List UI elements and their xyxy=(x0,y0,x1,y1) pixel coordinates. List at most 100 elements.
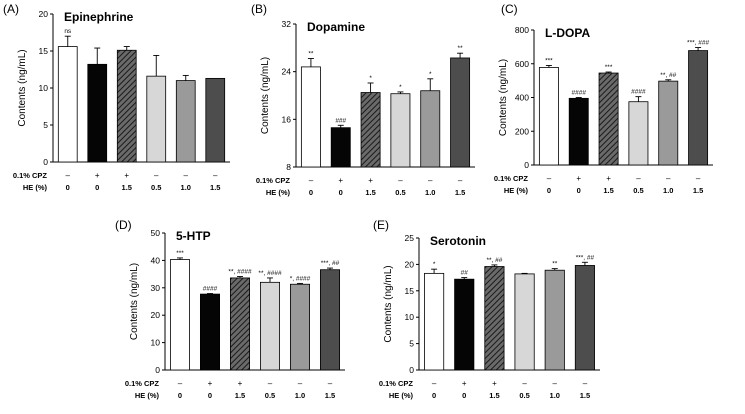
significance-label: ** xyxy=(308,51,314,58)
bar-6 xyxy=(319,269,340,371)
cpz-value: + xyxy=(606,174,611,183)
y-tick-label: 10 xyxy=(39,83,49,93)
bar-3 xyxy=(229,277,250,371)
significance-label: ***, ## xyxy=(576,254,595,261)
bar-2 xyxy=(87,63,108,163)
bar-5 xyxy=(175,80,196,163)
chart-title: L-DOPA xyxy=(545,26,590,40)
y-tick-label: 5 xyxy=(409,339,414,349)
bar-5 xyxy=(658,80,679,166)
significance-label: *, #### xyxy=(290,275,311,282)
he-row-label: HE (%) xyxy=(504,186,529,195)
y-tick-label: 15 xyxy=(39,46,49,56)
y-tick-label: 10 xyxy=(405,312,415,322)
chart-title: Serotonin xyxy=(430,234,486,248)
chart-panel-4: (D) 5-HTP 0 10 20 30 40 50 Contents (ng/mL) *** ##… xyxy=(115,218,345,400)
chart-panel-5: (E) Serotonin 0 5 10 15 20 25 Contents (ng/mL) * #… xyxy=(373,218,600,400)
y-tick-label: 20 xyxy=(39,9,49,19)
bar-3 xyxy=(360,92,381,168)
cpz-value: + xyxy=(338,176,343,185)
cpz-value: + xyxy=(368,176,373,185)
cpz-value: + xyxy=(124,171,129,180)
y-axis-label: Contents (ng/mL) xyxy=(17,49,28,126)
bar-5 xyxy=(289,283,310,371)
bar-5 xyxy=(420,90,441,168)
significance-label: * xyxy=(369,75,372,82)
bar-4 xyxy=(259,281,280,371)
significance-label: **, ## xyxy=(660,72,676,79)
y-tick-label: 15 xyxy=(405,286,415,296)
y-tick-label: 30 xyxy=(151,283,161,293)
cpz-value: – xyxy=(696,174,701,183)
he-value: 1.5 xyxy=(455,188,465,197)
panel-label: (C) xyxy=(501,2,518,16)
cpz-value: + xyxy=(462,379,467,388)
he-value: 0 xyxy=(208,391,212,400)
cpz-value: – xyxy=(309,176,314,185)
chart-title: Epinephrine xyxy=(64,10,134,24)
bar-2 xyxy=(330,127,351,168)
cpz-value: – xyxy=(583,379,588,388)
he-value: 1.5 xyxy=(489,391,499,400)
he-row-label: HE (%) xyxy=(266,188,291,197)
y-axis-label: Contents (ng/mL) xyxy=(498,59,509,136)
he-value: 0 xyxy=(547,186,551,195)
panel-label: (B) xyxy=(251,2,267,16)
he-value: 0.5 xyxy=(519,391,529,400)
he-value: 1.0 xyxy=(181,183,191,192)
he-value: 1.5 xyxy=(325,391,335,400)
y-tick-label: 16 xyxy=(282,114,292,124)
cpz-row-label: 0.1% CPZ xyxy=(379,379,414,388)
cpz-value: – xyxy=(298,379,303,388)
bar-6 xyxy=(688,50,709,166)
bar-4 xyxy=(628,101,649,166)
panel-label: (D) xyxy=(115,218,132,232)
significance-label: **, ## xyxy=(486,257,502,264)
cpz-value: + xyxy=(576,174,581,183)
cpz-value: + xyxy=(95,171,100,180)
bar-1 xyxy=(300,66,321,168)
he-value: 0 xyxy=(66,183,70,192)
bar-6 xyxy=(205,77,226,163)
bar-1 xyxy=(538,67,559,166)
significance-label: #### xyxy=(203,286,218,293)
significance-label: **, #### xyxy=(228,269,252,276)
bar-3 xyxy=(484,266,505,371)
chart-panel-3: (C) L-DOPA 0 200 400 600 800 Contents (ng/mL) **… xyxy=(494,2,713,195)
he-value: 0 xyxy=(95,183,99,192)
cpz-value: – xyxy=(432,379,437,388)
bar-6 xyxy=(450,57,471,168)
bar-4 xyxy=(390,93,411,168)
y-axis-label: Contents (ng/mL) xyxy=(129,263,140,340)
cpz-value: – xyxy=(328,379,333,388)
he-value: 1.5 xyxy=(122,183,132,192)
y-tick-label: 24 xyxy=(282,67,292,77)
he-value: 1.5 xyxy=(235,391,245,400)
bar-5 xyxy=(544,269,565,371)
he-value: 1.5 xyxy=(210,183,220,192)
he-value: 0.5 xyxy=(395,188,405,197)
significance-label: ***, ### xyxy=(687,40,709,47)
cpz-value: + xyxy=(238,379,243,388)
bar-3 xyxy=(116,49,137,163)
he-value: 0 xyxy=(178,391,182,400)
significance-label: * xyxy=(399,84,402,91)
bar-2 xyxy=(199,293,220,371)
y-tick-label: 25 xyxy=(405,233,415,243)
cpz-row-label: 0.1% CPZ xyxy=(125,379,160,388)
significance-label: *** xyxy=(545,57,553,64)
y-tick-label: 20 xyxy=(151,310,161,320)
cpz-row-label: 0.1% CPZ xyxy=(494,174,529,183)
cpz-value: – xyxy=(636,174,641,183)
y-tick-label: 8 xyxy=(286,162,291,172)
he-row-label: HE (%) xyxy=(23,183,48,192)
cpz-value: + xyxy=(208,379,213,388)
cpz-row-label: 0.1% CPZ xyxy=(13,171,48,180)
significance-label: #### xyxy=(572,90,587,97)
significance-label: * xyxy=(429,71,432,78)
significance-label: *** xyxy=(605,64,613,71)
he-value: 1.5 xyxy=(580,391,590,400)
cpz-value: – xyxy=(178,379,183,388)
bar-1 xyxy=(169,259,190,371)
